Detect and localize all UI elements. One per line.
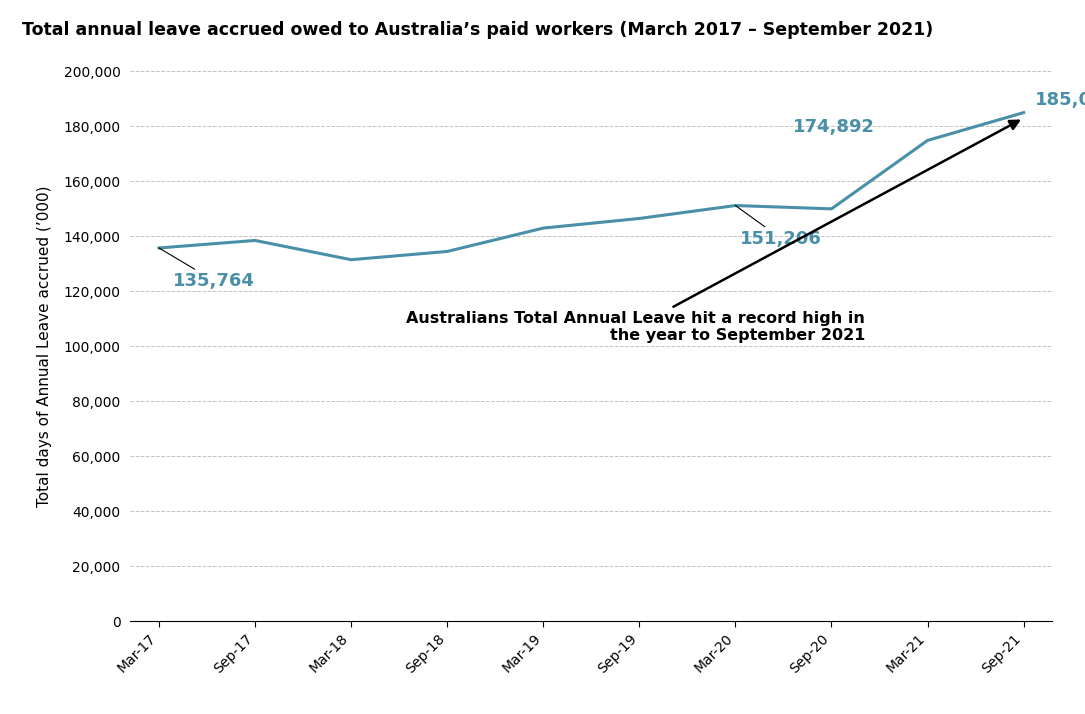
Text: Australians Total Annual Leave hit a record high in
the year to September 2021: Australians Total Annual Leave hit a rec…: [406, 121, 1019, 343]
Text: Total annual leave accrued owed to Australia’s paid workers (March 2017 – Septem: Total annual leave accrued owed to Austr…: [22, 21, 933, 39]
Text: 185,006: 185,006: [1035, 91, 1085, 109]
Text: 135,764: 135,764: [159, 248, 255, 290]
Y-axis label: Total days of Annual Leave accrued (’000): Total days of Annual Leave accrued (’000…: [37, 186, 52, 507]
Text: 151,206: 151,206: [736, 206, 822, 248]
Text: 174,892: 174,892: [793, 118, 875, 136]
